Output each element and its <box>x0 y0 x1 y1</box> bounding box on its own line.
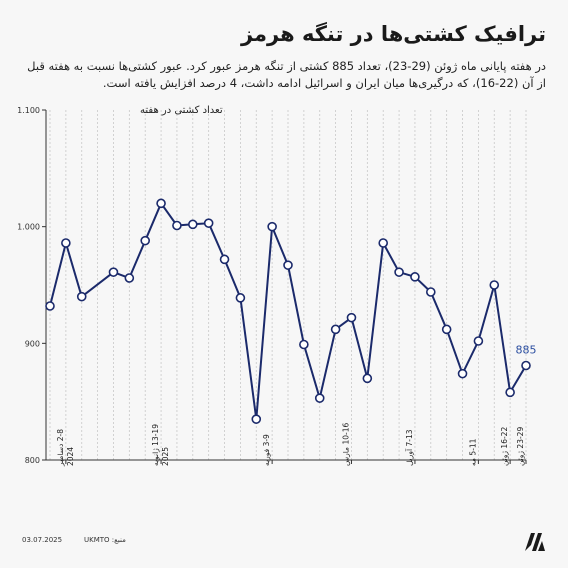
series-points <box>45 198 531 424</box>
data-point <box>124 273 135 283</box>
data-point <box>76 291 87 302</box>
data-point <box>188 219 198 230</box>
y-tick-label: 900 <box>25 339 40 348</box>
series-path <box>49 202 527 421</box>
data-point <box>346 312 357 323</box>
y-tick-label: 1.100 <box>17 106 40 115</box>
data-point <box>378 238 389 248</box>
data-label: 885 <box>516 344 537 357</box>
data-point <box>441 324 452 335</box>
data-point <box>394 267 404 277</box>
data-point <box>473 336 484 346</box>
data-point <box>457 368 468 379</box>
y-axis-title: تعداد کشتی در هفته <box>140 105 223 116</box>
data-point <box>425 287 436 297</box>
series-line <box>49 202 527 421</box>
data-point <box>251 414 262 424</box>
data-point <box>521 360 531 371</box>
data-point <box>283 260 293 270</box>
data-point <box>267 221 277 232</box>
y-tick-label: 1.000 <box>17 223 40 232</box>
data-point <box>203 218 214 228</box>
x-tick-label: 7-13 آوریل <box>404 429 414 466</box>
x-tick-label: 16-22 ژوئن <box>500 427 509 466</box>
data-point <box>235 293 246 303</box>
data-point <box>410 272 420 282</box>
x-tick-label: 2-8 دسامبر <box>56 429 65 467</box>
x-tick-label: 23-29 ژوئن <box>516 427 525 466</box>
x-tick-label: 2024 <box>66 447 75 466</box>
vertical-gridlines <box>49 110 527 460</box>
data-point <box>45 301 55 311</box>
data-point <box>505 387 515 398</box>
x-tick-label: 3-9 فوریه <box>262 434 271 466</box>
y-axis: 800 900 1.000 1.100 <box>17 106 47 465</box>
chart-title: ترافیک کشتی‌ها در تنگه هرمز <box>240 22 546 46</box>
data-point <box>362 373 373 384</box>
aa-logo-icon <box>525 533 545 551</box>
x-tick-label: 13-19 ژانویه <box>151 424 160 466</box>
x-tick-label: 10-16 مارس <box>341 423 350 466</box>
data-point <box>219 254 230 265</box>
publish-date: 03.07.2025 <box>22 536 63 544</box>
data-point <box>489 280 500 290</box>
data-point <box>61 238 71 248</box>
data-point <box>156 198 166 209</box>
data-point <box>299 339 309 350</box>
x-tick-label: 5-11 مه <box>468 438 477 466</box>
chart-subtitle: در هفته پایانی ماه ژوئن (29-23)، تعداد 8… <box>27 59 546 90</box>
data-point <box>140 235 150 246</box>
x-tick-label: 2025 <box>161 447 170 466</box>
annotations: 885 <box>516 344 537 357</box>
data-point <box>330 324 341 335</box>
data-point <box>172 220 182 231</box>
data-point <box>108 267 119 277</box>
y-tick-label: 800 <box>25 456 40 465</box>
source-label: منبع: UKMTO <box>84 536 126 544</box>
data-point <box>314 393 325 403</box>
